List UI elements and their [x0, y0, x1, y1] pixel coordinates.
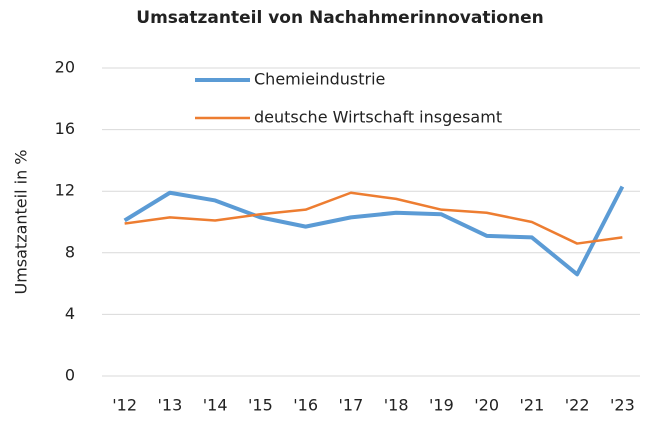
x-tick-label: '22: [565, 396, 590, 415]
x-tick-label: '23: [610, 396, 635, 415]
y-tick-label: 16: [55, 119, 75, 138]
legend-label: Chemieindustrie: [254, 70, 385, 89]
x-tick-label: '17: [338, 396, 363, 415]
x-tick-label: '18: [384, 396, 409, 415]
series-line: [124, 191, 623, 245]
y-tick-label: 12: [55, 181, 75, 200]
y-axis-label: Umsatzanteil in %: [12, 149, 31, 294]
x-tick-label: '15: [248, 396, 273, 415]
x-tick-label: '19: [429, 396, 454, 415]
y-tick-label: 4: [65, 304, 75, 323]
x-tick-label: '13: [157, 396, 182, 415]
x-tick-label: '16: [293, 396, 318, 415]
y-tick-label: 0: [65, 366, 75, 385]
legend-label: deutsche Wirtschaft insgesamt: [254, 108, 502, 127]
x-tick-label: '14: [203, 396, 228, 415]
x-tick-label: '20: [474, 396, 499, 415]
series-line: [123, 185, 625, 277]
x-tick-label: '12: [112, 396, 137, 415]
chart-title: Umsatzanteil von Nachahmerinnovationen: [136, 8, 543, 28]
y-tick-label: 8: [65, 242, 75, 261]
y-tick-label: 20: [55, 58, 75, 77]
x-tick-label: '21: [519, 396, 544, 415]
